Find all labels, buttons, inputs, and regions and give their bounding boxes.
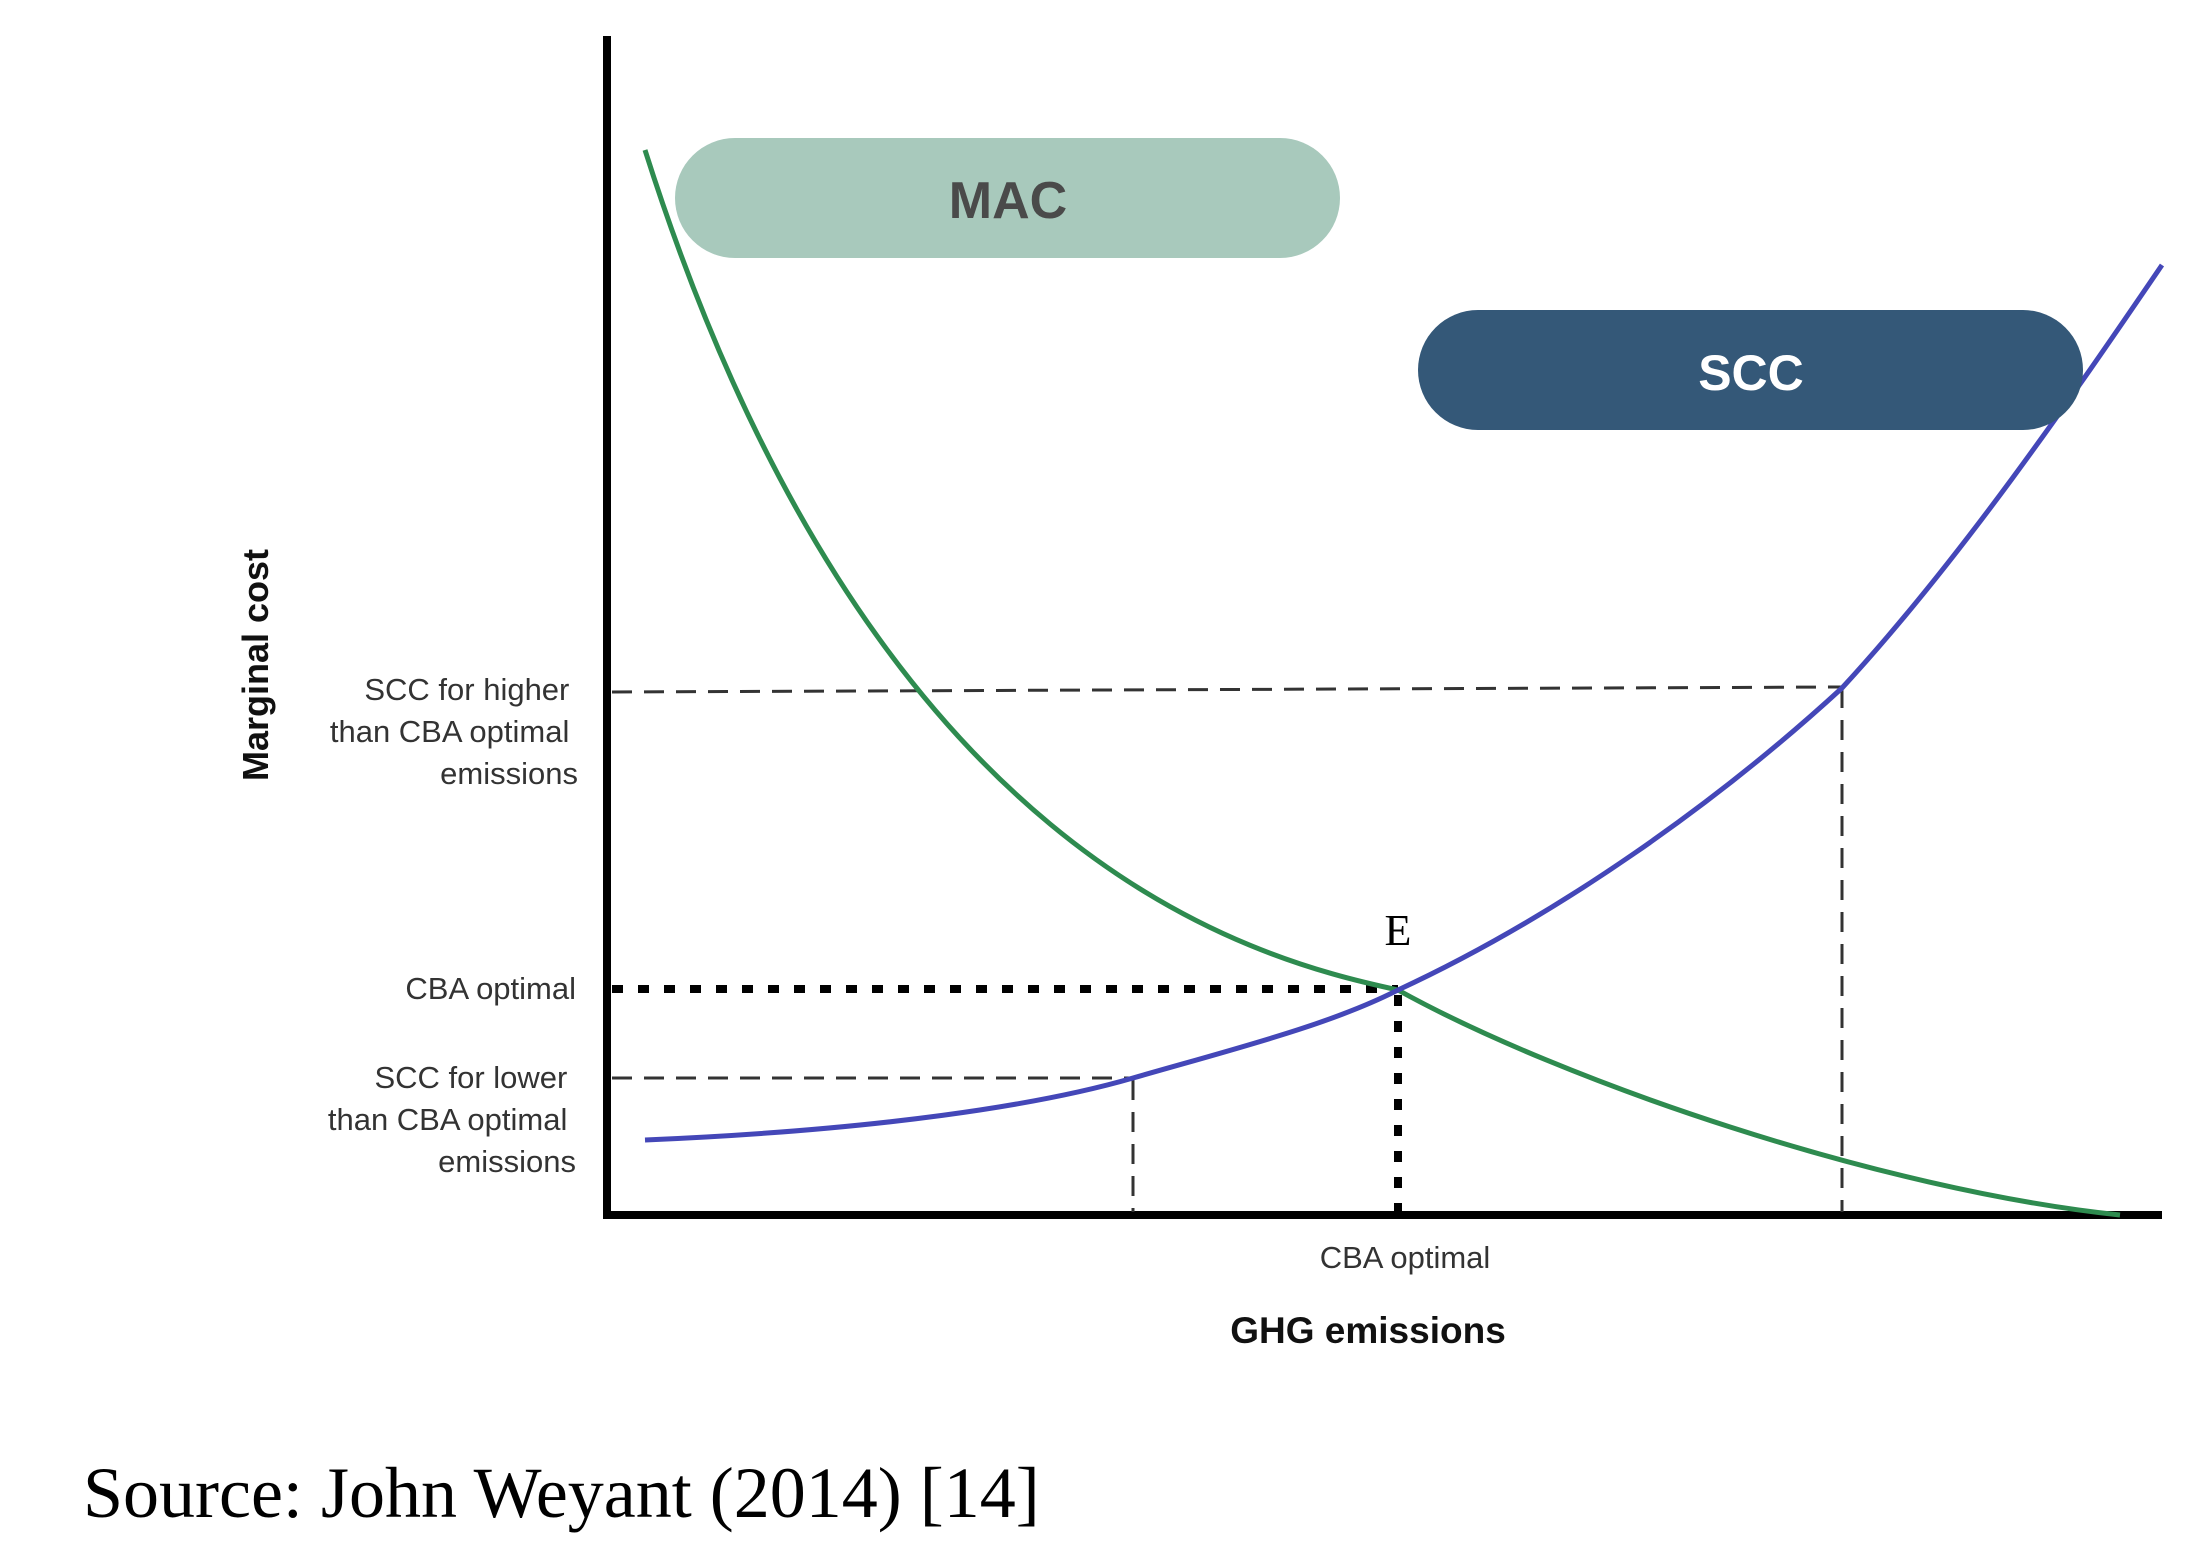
scc-badge-label: SCC: [1698, 345, 1804, 401]
x-axis-title: GHG emissions: [1230, 1310, 1506, 1351]
y-tick-label-lower: SCC for lower than CBA optimal emissions: [328, 1060, 576, 1179]
scc-badge: [1418, 310, 2083, 430]
mac-badge-label: MAC: [949, 172, 1067, 230]
y-tick-label-lower-line-1: SCC for lower: [374, 1060, 567, 1095]
y-tick-label-lower-line-3: emissions: [438, 1144, 576, 1179]
equilibrium-label: E: [1385, 906, 1412, 955]
y-tick-label-optimal: CBA optimal: [405, 971, 576, 1006]
source-caption: Source: John Weyant (2014) [14]: [83, 1453, 1040, 1533]
y-tick-label-higher-line-3: emissions: [440, 756, 578, 791]
y-axis-title: Marginal cost: [235, 549, 276, 781]
y-tick-label-higher-line-2: than CBA optimal: [330, 714, 570, 749]
mac-curve: [642, 149, 2121, 1218]
y-tick-label-optimal-line-1: CBA optimal: [405, 971, 576, 1006]
y-tick-label-higher-line-1: SCC for higher: [364, 672, 569, 707]
y-tick-label-higher: SCC for higher than CBA optimal emission…: [330, 672, 578, 791]
scc-curve: [644, 263, 2165, 1143]
mac-badge: [675, 138, 1340, 258]
x-tick-label-optimal: CBA optimal: [1320, 1240, 1491, 1275]
guide-higher-horizontal: [611, 685, 1843, 694]
y-tick-label-lower-line-2: than CBA optimal: [328, 1102, 568, 1137]
